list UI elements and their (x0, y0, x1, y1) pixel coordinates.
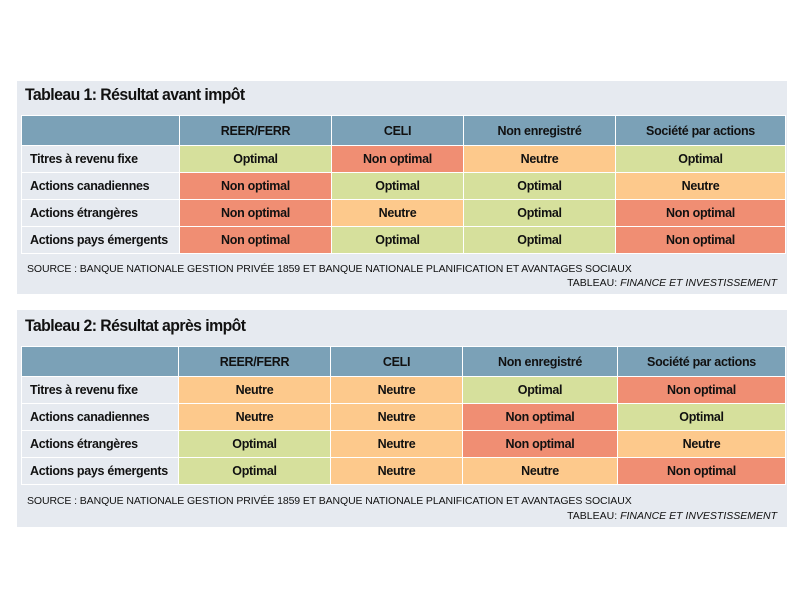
table-cell: Neutre (330, 403, 463, 431)
table-cell: Non optimal (462, 403, 618, 431)
table-row: Titres à revenu fixe Optimal Non optimal… (21, 145, 786, 173)
table-cell: Non optimal (617, 457, 786, 485)
credit-publication: FINANCE ET INVESTISSEMENT (620, 277, 777, 289)
row-label: Titres à revenu fixe (21, 376, 179, 404)
table-cell: Non optimal (179, 172, 332, 200)
table-1-col-header: Non enregistré (463, 115, 616, 146)
table-cell: Non optimal (615, 199, 786, 227)
table-1-col-header: REER/FERR (179, 115, 332, 146)
table-2-col-header: CELI (330, 346, 463, 377)
table-2-panel: Tableau 2: Résultat après impôt REER/FER… (17, 310, 787, 527)
table-cell: Optimal (463, 226, 616, 254)
table-1: REER/FERR CELI Non enregistré Société pa… (21, 115, 786, 254)
table-1-corner (21, 115, 180, 146)
table-1-header-row: REER/FERR CELI Non enregistré Société pa… (21, 115, 786, 146)
table-cell: Optimal (178, 430, 331, 458)
row-label: Titres à revenu fixe (21, 145, 180, 173)
table-1-credit: TABLEAU: FINANCE ET INVESTISSEMENT (567, 277, 777, 289)
table-row: Actions canadiennes Neutre Neutre Non op… (21, 403, 786, 431)
row-label: Actions pays émergents (21, 226, 180, 254)
table-cell: Neutre (330, 457, 463, 485)
table-cell: Optimal (179, 145, 332, 173)
credit-publication: FINANCE ET INVESTISSEMENT (620, 510, 777, 522)
table-cell: Neutre (178, 376, 331, 404)
table-cell: Optimal (178, 457, 331, 485)
table-cell: Neutre (330, 430, 463, 458)
table-cell: Non optimal (617, 376, 786, 404)
row-label: Actions étrangères (21, 199, 180, 227)
row-label: Actions étrangères (21, 430, 179, 458)
table-cell: Non optimal (179, 199, 332, 227)
table-2-title: Tableau 2: Résultat après impôt (25, 316, 246, 335)
table-cell: Non optimal (615, 226, 786, 254)
table-row: Actions canadiennes Non optimal Optimal … (21, 172, 786, 200)
table-1-title: Tableau 1: Résultat avant impôt (25, 85, 245, 104)
table-cell: Optimal (462, 376, 618, 404)
row-label: Actions pays émergents (21, 457, 179, 485)
table-cell: Non optimal (179, 226, 332, 254)
table-cell: Non optimal (462, 430, 618, 458)
table-2-corner (21, 346, 179, 377)
row-label: Actions canadiennes (21, 172, 180, 200)
table-2: REER/FERR CELI Non enregistré Société pa… (21, 346, 786, 485)
table-cell: Neutre (330, 376, 463, 404)
table-2-source: SOURCE : BANQUE NATIONALE GESTION PRIVÉE… (27, 495, 632, 507)
table-row: Actions pays émergents Non optimal Optim… (21, 226, 786, 254)
table-2-credit: TABLEAU: FINANCE ET INVESTISSEMENT (567, 510, 777, 522)
table-cell: Neutre (463, 145, 616, 173)
table-cell: Optimal (617, 403, 786, 431)
table-1-source: SOURCE : BANQUE NATIONALE GESTION PRIVÉE… (27, 263, 632, 275)
credit-prefix: TABLEAU: (567, 510, 621, 522)
row-label: Actions canadiennes (21, 403, 179, 431)
table-cell: Optimal (331, 172, 464, 200)
table-cell: Neutre (617, 430, 786, 458)
table-2-col-header: REER/FERR (178, 346, 331, 377)
table-row: Actions pays émergents Optimal Neutre Ne… (21, 457, 786, 485)
table-row: Actions étrangères Non optimal Neutre Op… (21, 199, 786, 227)
table-cell: Non optimal (331, 145, 464, 173)
table-row: Actions étrangères Optimal Neutre Non op… (21, 430, 786, 458)
table-cell: Neutre (615, 172, 786, 200)
table-cell: Neutre (462, 457, 618, 485)
table-2-col-header: Société par actions (617, 346, 786, 377)
table-cell: Neutre (178, 403, 331, 431)
table-2-col-header: Non enregistré (462, 346, 618, 377)
table-cell: Optimal (331, 226, 464, 254)
table-row: Titres à revenu fixe Neutre Neutre Optim… (21, 376, 786, 404)
table-cell: Optimal (463, 199, 616, 227)
table-cell: Neutre (331, 199, 464, 227)
table-1-col-header: Société par actions (615, 115, 786, 146)
table-cell: Optimal (463, 172, 616, 200)
table-1-col-header: CELI (331, 115, 464, 146)
credit-prefix: TABLEAU: (567, 277, 621, 289)
table-2-header-row: REER/FERR CELI Non enregistré Société pa… (21, 346, 786, 377)
table-1-panel: Tableau 1: Résultat avant impôt REER/FER… (17, 81, 787, 294)
table-cell: Optimal (615, 145, 786, 173)
